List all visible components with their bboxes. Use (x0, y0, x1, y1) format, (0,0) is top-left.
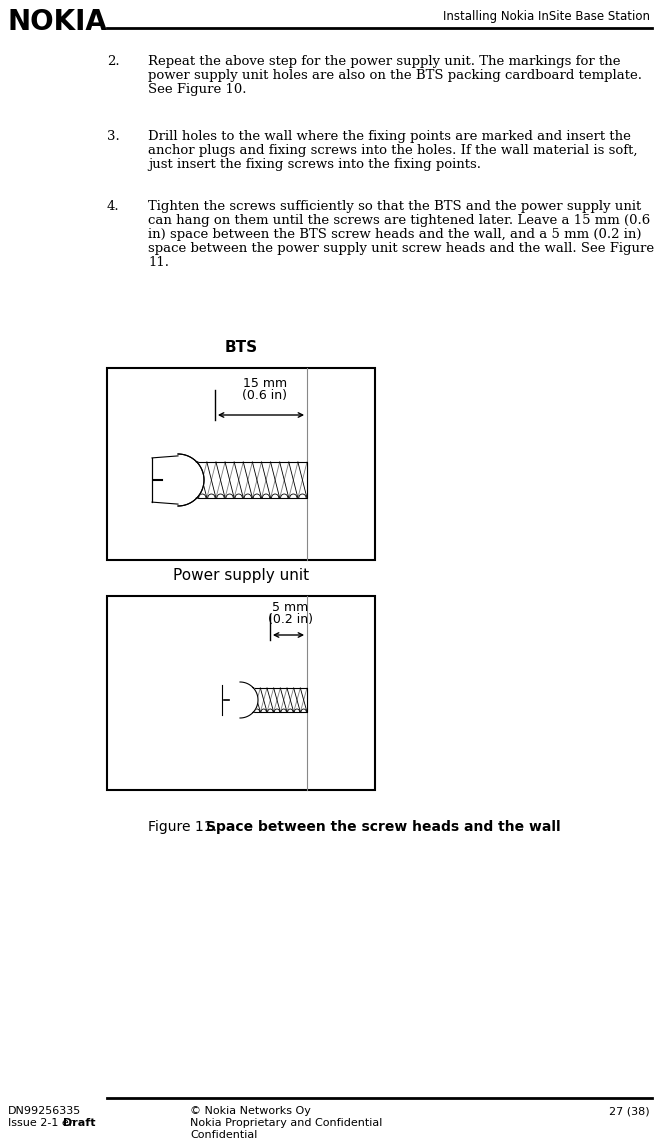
Text: 3.: 3. (107, 129, 120, 143)
Text: See Figure 10.: See Figure 10. (148, 83, 247, 96)
Text: Confidential: Confidential (190, 1130, 257, 1140)
Text: BTS: BTS (224, 340, 257, 355)
Polygon shape (222, 682, 258, 719)
Bar (198, 462, 307, 499)
Text: Issue 2-1 en: Issue 2-1 en (8, 1118, 79, 1128)
Text: 4.: 4. (107, 201, 120, 213)
Text: (0.6 in): (0.6 in) (243, 388, 287, 402)
Text: power supply unit holes are also on the BTS packing cardboard template.: power supply unit holes are also on the … (148, 69, 642, 83)
Text: in) space between the BTS screw heads and the wall, and a 5 mm (0.2 in): in) space between the BTS screw heads an… (148, 228, 641, 241)
Text: Power supply unit: Power supply unit (173, 568, 309, 583)
Bar (107, 368, 375, 560)
Text: Figure 11.: Figure 11. (148, 821, 226, 834)
Polygon shape (152, 454, 204, 507)
Text: 11.: 11. (148, 256, 169, 269)
Text: anchor plugs and fixing screws into the holes. If the wall material is soft,: anchor plugs and fixing screws into the … (148, 144, 637, 157)
Bar (107, 596, 375, 790)
Text: Repeat the above step for the power supply unit. The markings for the: Repeat the above step for the power supp… (148, 55, 620, 68)
Text: just insert the fixing screws into the fixing points.: just insert the fixing screws into the f… (148, 158, 481, 171)
Text: Tighten the screws sufficiently so that the BTS and the power supply unit: Tighten the screws sufficiently so that … (148, 201, 641, 213)
Text: NOKIA: NOKIA (8, 8, 108, 36)
Text: can hang on them until the screws are tightened later. Leave a 15 mm (0.6: can hang on them until the screws are ti… (148, 214, 651, 227)
Text: 5 mm: 5 mm (272, 601, 308, 614)
Text: space between the power supply unit screw heads and the wall. See Figure: space between the power supply unit scre… (148, 242, 654, 256)
Text: Drill holes to the wall where the fixing points are marked and insert the: Drill holes to the wall where the fixing… (148, 129, 631, 143)
Text: Nokia Proprietary and Confidential: Nokia Proprietary and Confidential (190, 1118, 383, 1128)
Text: DN99256335: DN99256335 (8, 1106, 81, 1116)
Text: © Nokia Networks Oy: © Nokia Networks Oy (190, 1106, 311, 1116)
Text: 2.: 2. (107, 55, 120, 68)
Bar (254, 688, 307, 712)
Text: Space between the screw heads and the wall: Space between the screw heads and the wa… (206, 821, 561, 834)
Text: 27 (38): 27 (38) (610, 1106, 650, 1116)
Text: Installing Nokia InSite Base Station: Installing Nokia InSite Base Station (443, 10, 650, 23)
Text: (0.2 in): (0.2 in) (267, 613, 312, 626)
Text: 15 mm: 15 mm (243, 377, 287, 390)
Text: Draft: Draft (63, 1118, 96, 1128)
